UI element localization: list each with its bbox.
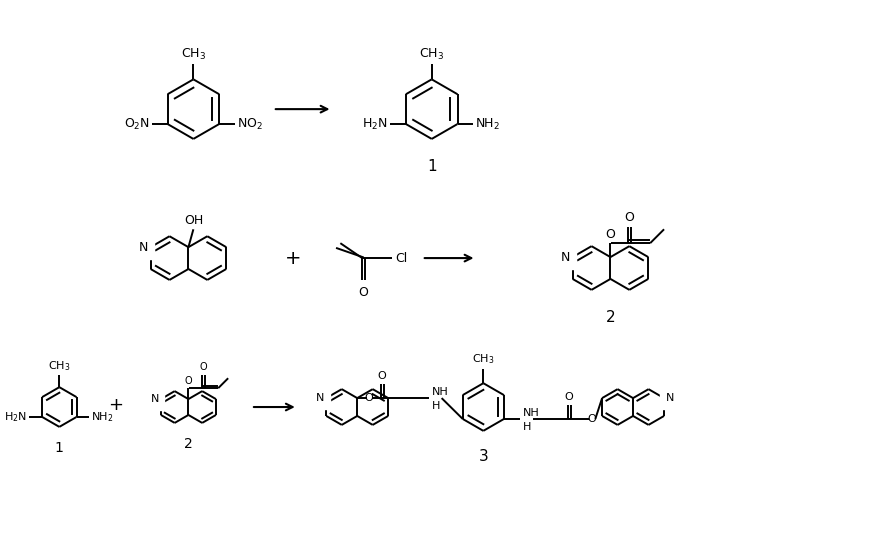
Text: O: O xyxy=(184,376,192,386)
Text: NH$_2$: NH$_2$ xyxy=(91,410,114,424)
Text: O: O xyxy=(377,371,386,381)
Text: N: N xyxy=(139,240,149,253)
Text: O: O xyxy=(563,392,572,402)
Text: O: O xyxy=(605,228,614,241)
Text: O$_2$N: O$_2$N xyxy=(123,116,149,132)
Text: O: O xyxy=(199,362,207,372)
Text: CH$_3$: CH$_3$ xyxy=(472,352,494,366)
Text: O: O xyxy=(364,393,373,403)
Text: H: H xyxy=(431,401,440,411)
Text: NO$_2$: NO$_2$ xyxy=(236,116,262,132)
Text: CH$_3$: CH$_3$ xyxy=(419,47,444,62)
Text: N: N xyxy=(315,393,324,403)
Text: NH: NH xyxy=(522,408,539,418)
Text: NH: NH xyxy=(431,387,448,397)
Text: O: O xyxy=(358,286,368,299)
Text: OH: OH xyxy=(183,214,202,227)
Text: H$_2$N: H$_2$N xyxy=(4,410,27,424)
Text: Cl: Cl xyxy=(395,252,407,265)
Text: H: H xyxy=(522,422,531,432)
Text: 3: 3 xyxy=(478,449,488,464)
Text: +: + xyxy=(284,249,301,267)
Text: 1: 1 xyxy=(427,159,436,174)
Text: CH$_3$: CH$_3$ xyxy=(48,359,70,373)
Text: N: N xyxy=(150,394,159,404)
Text: O: O xyxy=(587,414,595,424)
Text: H$_2$N: H$_2$N xyxy=(362,116,388,132)
Text: 2: 2 xyxy=(184,437,193,451)
Text: N: N xyxy=(561,251,570,264)
Text: CH$_3$: CH$_3$ xyxy=(181,47,206,62)
Text: 1: 1 xyxy=(55,441,63,455)
Text: O: O xyxy=(624,211,634,224)
Text: N: N xyxy=(666,393,673,403)
Text: NH$_2$: NH$_2$ xyxy=(474,116,500,132)
Text: +: + xyxy=(109,396,123,414)
Text: 2: 2 xyxy=(605,310,614,325)
